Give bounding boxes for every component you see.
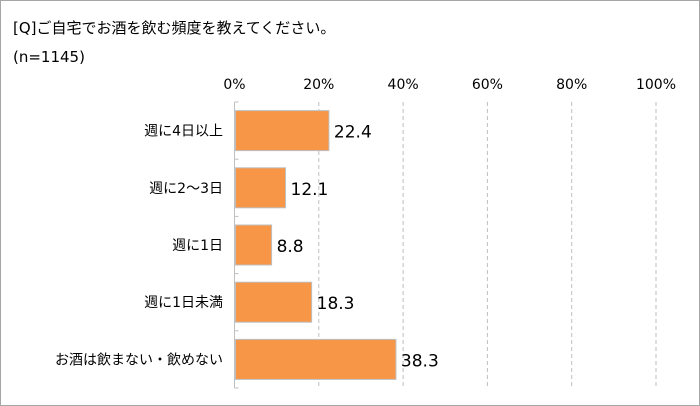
bar [235, 110, 330, 152]
x-tick-label: 100% [636, 77, 676, 93]
category-label: 週に2～3日 [149, 181, 223, 197]
chart-title: [Q]ご自宅でお酒を飲む頻度を教えてください。 [13, 19, 336, 37]
category-label: お酒は飲まない・飲めない [55, 352, 223, 368]
data-label: 22.4 [334, 123, 372, 143]
chart-subtitle: (n=1145) [13, 48, 85, 66]
x-tick-label: 60% [472, 77, 503, 93]
data-label: 18.3 [317, 294, 355, 314]
category-label: 週に1日 [172, 238, 223, 254]
category-label: 週に4日以上 [144, 124, 223, 140]
x-tick-label: 20% [303, 77, 334, 93]
data-label: 8.8 [277, 237, 304, 257]
bar [235, 338, 397, 380]
bar [235, 167, 287, 209]
x-tick-label: 40% [388, 77, 419, 93]
x-tick-label: 80% [556, 77, 587, 93]
bar [235, 224, 273, 266]
data-label: 12.1 [291, 180, 329, 200]
bar [235, 281, 313, 323]
x-tick-label: 0% [223, 77, 245, 93]
category-label: 週に1日未満 [144, 295, 223, 311]
data-label: 38.3 [401, 351, 439, 371]
